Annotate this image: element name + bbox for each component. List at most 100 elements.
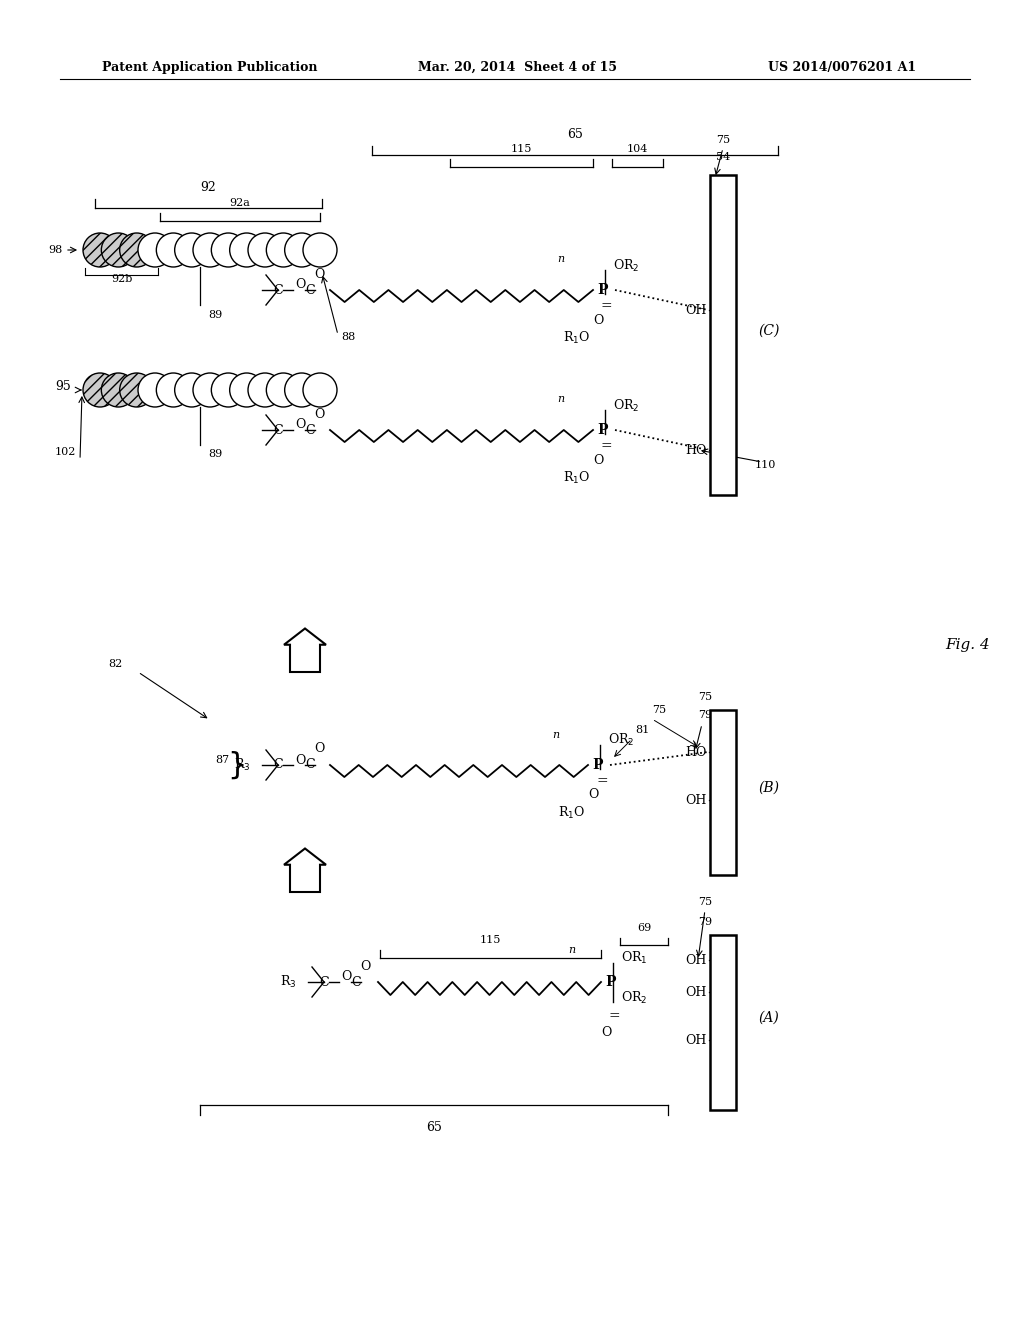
Text: OH: OH: [686, 304, 707, 317]
Text: C: C: [273, 759, 283, 771]
Text: 95: 95: [55, 380, 71, 393]
Circle shape: [193, 374, 227, 407]
Text: (A): (A): [758, 1011, 778, 1026]
Circle shape: [229, 374, 263, 407]
Bar: [710, 935, 736, 1110]
Text: 81: 81: [635, 725, 649, 735]
Text: Mar. 20, 2014  Sheet 4 of 15: Mar. 20, 2014 Sheet 4 of 15: [418, 61, 617, 74]
Text: Patent Application Publication: Patent Application Publication: [102, 61, 317, 74]
Circle shape: [266, 374, 300, 407]
Circle shape: [120, 234, 154, 267]
Circle shape: [303, 374, 337, 407]
Text: 92: 92: [201, 181, 216, 194]
Text: 75: 75: [698, 692, 712, 702]
Text: R$_3$: R$_3$: [233, 756, 250, 774]
Text: O: O: [313, 268, 325, 281]
Text: 75: 75: [716, 135, 730, 145]
Circle shape: [248, 234, 282, 267]
Text: 104: 104: [627, 144, 648, 154]
Text: 54: 54: [716, 715, 730, 726]
Text: O: O: [601, 1026, 611, 1039]
Circle shape: [101, 234, 135, 267]
Text: 88: 88: [341, 333, 355, 342]
Text: OH: OH: [686, 986, 707, 998]
Text: 69: 69: [637, 923, 651, 933]
Text: O: O: [341, 970, 351, 983]
Text: 110: 110: [755, 459, 776, 470]
Circle shape: [157, 374, 190, 407]
Text: }: }: [227, 751, 247, 780]
Text: O: O: [588, 788, 598, 801]
Text: O: O: [295, 418, 305, 432]
Text: C: C: [351, 975, 360, 989]
Text: 54: 54: [716, 152, 730, 162]
Circle shape: [285, 234, 318, 267]
Text: P: P: [597, 282, 607, 297]
Text: R$_1$O: R$_1$O: [563, 330, 590, 346]
Text: 82: 82: [108, 659, 122, 669]
Bar: [710, 710, 736, 875]
Text: 102: 102: [54, 447, 76, 457]
Text: HO: HO: [686, 746, 707, 759]
Circle shape: [138, 234, 172, 267]
Circle shape: [303, 234, 337, 267]
Circle shape: [175, 374, 209, 407]
Text: 115: 115: [511, 144, 532, 154]
Text: C: C: [273, 424, 283, 437]
Text: OR$_2$: OR$_2$: [613, 257, 639, 275]
FancyArrow shape: [284, 849, 326, 892]
Text: n: n: [557, 253, 564, 264]
Text: 89: 89: [208, 310, 222, 319]
Circle shape: [175, 234, 209, 267]
Text: 65: 65: [426, 1121, 442, 1134]
Text: 75: 75: [698, 898, 712, 907]
Text: OR$_2$: OR$_2$: [613, 397, 639, 414]
Text: n: n: [568, 945, 575, 954]
Circle shape: [211, 234, 246, 267]
Text: =: =: [608, 1008, 620, 1023]
Text: O: O: [593, 314, 603, 326]
Text: P: P: [597, 422, 607, 437]
Text: 79: 79: [698, 710, 712, 719]
Text: OR$_1$: OR$_1$: [621, 950, 647, 966]
Text: O: O: [593, 454, 603, 466]
Circle shape: [83, 234, 117, 267]
Text: O: O: [295, 754, 305, 767]
FancyArrow shape: [284, 628, 326, 672]
Text: =: =: [596, 774, 607, 788]
Text: R$_1$O: R$_1$O: [563, 470, 590, 486]
Text: P: P: [605, 975, 615, 989]
Circle shape: [101, 374, 135, 407]
Circle shape: [285, 374, 318, 407]
Text: R$_3$: R$_3$: [280, 974, 296, 990]
Circle shape: [193, 234, 227, 267]
Text: HO: HO: [686, 444, 707, 457]
Text: =: =: [601, 440, 612, 453]
Circle shape: [157, 234, 190, 267]
Text: C: C: [319, 975, 329, 989]
Text: 54: 54: [716, 181, 730, 191]
Text: 75: 75: [652, 705, 667, 715]
Text: C: C: [305, 759, 314, 771]
Circle shape: [120, 374, 154, 407]
Circle shape: [229, 234, 263, 267]
Text: 115: 115: [480, 935, 501, 945]
Text: 92b: 92b: [112, 275, 133, 284]
Text: US 2014/0076201 A1: US 2014/0076201 A1: [768, 61, 916, 74]
Text: 54: 54: [716, 942, 730, 953]
Text: O: O: [313, 408, 325, 421]
Text: C: C: [305, 284, 314, 297]
Text: 98: 98: [48, 246, 62, 255]
Circle shape: [83, 374, 117, 407]
Text: OH: OH: [686, 1034, 707, 1047]
Text: n: n: [557, 393, 564, 404]
Text: OH: OH: [686, 953, 707, 966]
Text: C: C: [305, 424, 314, 437]
Text: Fig. 4: Fig. 4: [945, 638, 990, 652]
Text: 79: 79: [698, 917, 712, 927]
Text: (C): (C): [758, 323, 779, 338]
Text: R$_1$O: R$_1$O: [558, 805, 585, 821]
Text: 65: 65: [567, 128, 583, 141]
Text: C: C: [273, 284, 283, 297]
Circle shape: [211, 374, 246, 407]
